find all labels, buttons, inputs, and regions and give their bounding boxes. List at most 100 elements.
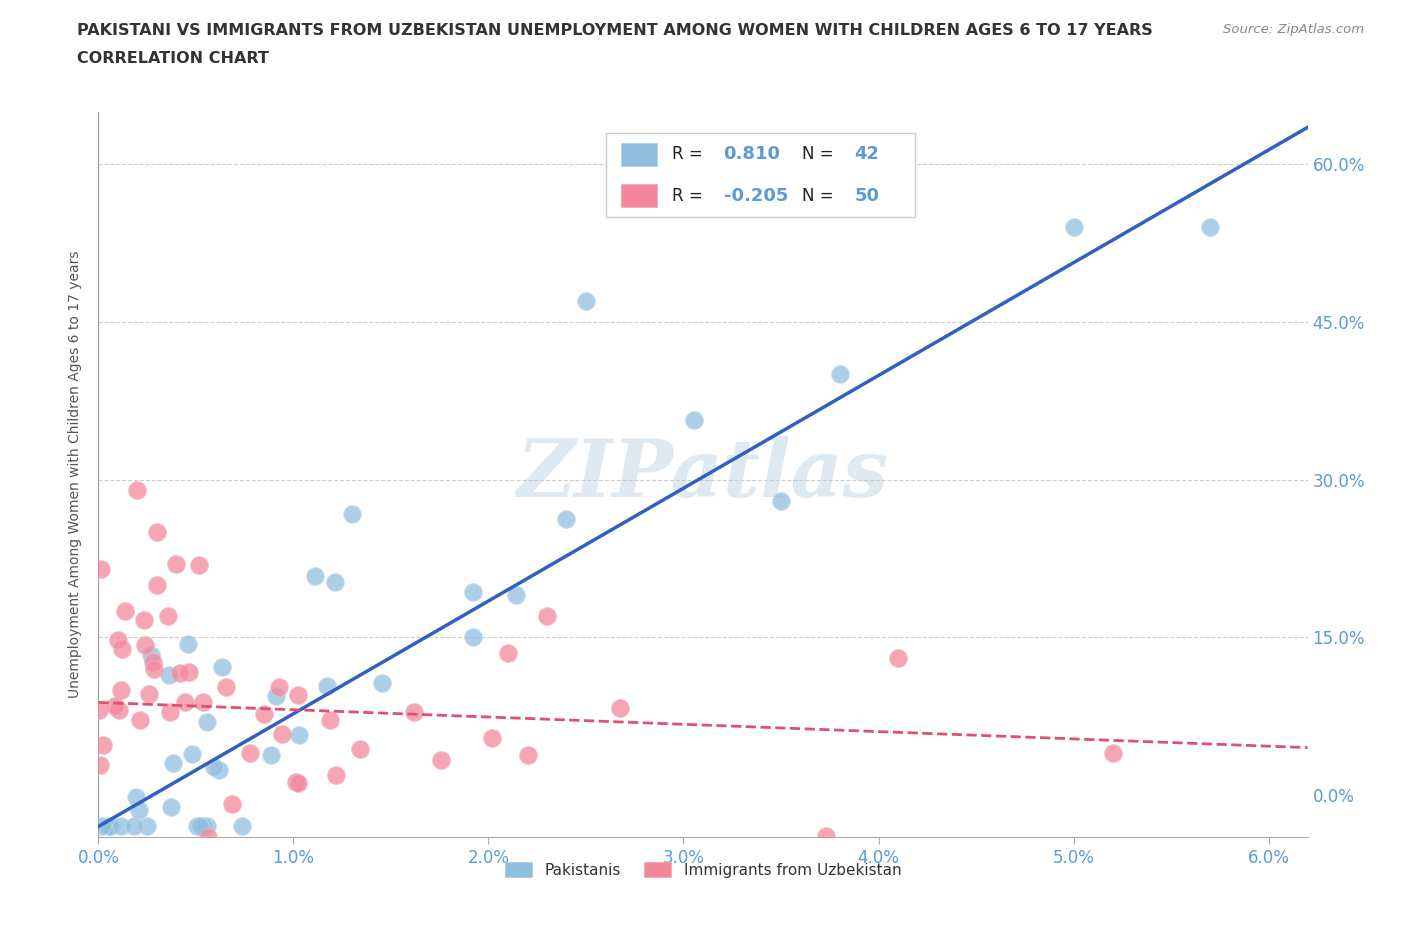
Text: PAKISTANI VS IMMIGRANTS FROM UZBEKISTAN UNEMPLOYMENT AMONG WOMEN WITH CHILDREN A: PAKISTANI VS IMMIGRANTS FROM UZBEKISTAN … [77,23,1153,38]
Pakistanis [555,512,578,526]
Pakistanis [193,819,215,834]
Immigrants from Uzbekistan [239,746,262,761]
Pakistanis [211,659,233,674]
Pakistanis [264,688,287,703]
Pakistanis [323,575,346,590]
Immigrants from Uzbekistan [325,767,347,782]
Immigrants from Uzbekistan [159,704,181,719]
Immigrants from Uzbekistan [1101,746,1123,761]
Immigrants from Uzbekistan [89,758,111,773]
Immigrants from Uzbekistan [129,712,152,727]
Immigrants from Uzbekistan [271,726,294,741]
Legend: Pakistanis, Immigrants from Uzbekistan: Pakistanis, Immigrants from Uzbekistan [499,856,907,884]
Pakistanis [177,637,200,652]
Pakistanis [195,714,218,729]
Text: 0.810: 0.810 [724,145,780,164]
Immigrants from Uzbekistan [887,651,910,666]
Pakistanis [769,493,792,508]
Text: Source: ZipAtlas.com: Source: ZipAtlas.com [1223,23,1364,36]
Pakistanis [231,819,253,834]
Immigrants from Uzbekistan [253,707,276,722]
Pakistanis [288,727,311,742]
Immigrants from Uzbekistan [127,483,149,498]
Immigrants from Uzbekistan [107,632,129,647]
Immigrants from Uzbekistan [287,688,309,703]
Immigrants from Uzbekistan [165,556,187,571]
Pakistanis [1199,219,1222,234]
Text: R =: R = [672,187,703,205]
Pakistanis [828,367,851,382]
Immigrants from Uzbekistan [91,737,114,752]
Pakistanis [188,819,211,834]
Immigrants from Uzbekistan [169,666,191,681]
Pakistanis [260,748,283,763]
Pakistanis [315,679,337,694]
Immigrants from Uzbekistan [609,700,631,715]
Immigrants from Uzbekistan [197,830,219,844]
Immigrants from Uzbekistan [174,695,197,710]
Pakistanis [122,819,145,834]
Pakistanis [100,819,122,834]
FancyBboxPatch shape [606,133,915,217]
Pakistanis [304,569,326,584]
Immigrants from Uzbekistan [90,562,112,577]
Immigrants from Uzbekistan [111,641,134,656]
Pakistanis [208,763,231,777]
Immigrants from Uzbekistan [157,609,180,624]
Pakistanis [575,293,598,308]
Immigrants from Uzbekistan [138,687,160,702]
Immigrants from Uzbekistan [191,695,214,710]
Immigrants from Uzbekistan [110,683,132,698]
Pakistanis [162,756,184,771]
Immigrants from Uzbekistan [134,637,156,652]
Bar [621,142,657,166]
Pakistanis [110,819,132,834]
Immigrants from Uzbekistan [287,776,309,790]
Immigrants from Uzbekistan [349,742,371,757]
Immigrants from Uzbekistan [536,608,558,623]
Immigrants from Uzbekistan [142,655,165,670]
Pakistanis [1063,219,1085,234]
Pakistanis [136,819,159,834]
Pakistanis [682,413,704,428]
Immigrants from Uzbekistan [114,604,136,618]
Text: -0.205: -0.205 [724,187,787,205]
Pakistanis [371,676,394,691]
Pakistanis [186,819,208,834]
Pakistanis [195,819,218,834]
Immigrants from Uzbekistan [146,578,169,592]
Text: CORRELATION CHART: CORRELATION CHART [77,51,269,66]
Immigrants from Uzbekistan [143,662,166,677]
Pakistanis [128,803,150,817]
Pakistanis [505,588,527,603]
Immigrants from Uzbekistan [496,645,519,660]
Immigrants from Uzbekistan [267,679,290,694]
Pakistanis [342,507,364,522]
Bar [621,184,657,207]
Text: 42: 42 [855,145,879,164]
Text: R =: R = [672,145,703,164]
Text: N =: N = [803,187,834,205]
Immigrants from Uzbekistan [188,557,211,572]
Pakistanis [463,585,485,600]
Text: 50: 50 [855,187,879,205]
Pakistanis [181,746,204,761]
Immigrants from Uzbekistan [221,796,243,811]
Immigrants from Uzbekistan [104,698,127,713]
Y-axis label: Unemployment Among Women with Children Ages 6 to 17 years: Unemployment Among Women with Children A… [69,250,83,698]
Pakistanis [159,668,181,683]
Pakistanis [91,819,114,834]
Pakistanis [125,790,148,804]
Immigrants from Uzbekistan [814,829,837,844]
Immigrants from Uzbekistan [179,665,201,680]
Immigrants from Uzbekistan [284,775,307,790]
Pakistanis [461,630,484,644]
Immigrants from Uzbekistan [430,752,453,767]
Immigrants from Uzbekistan [516,747,538,762]
Text: ZIPatlas: ZIPatlas [517,435,889,513]
Pakistanis [98,819,121,834]
Immigrants from Uzbekistan [481,731,503,746]
Pakistanis [160,799,183,814]
Pakistanis [202,760,225,775]
Pakistanis [98,819,121,834]
